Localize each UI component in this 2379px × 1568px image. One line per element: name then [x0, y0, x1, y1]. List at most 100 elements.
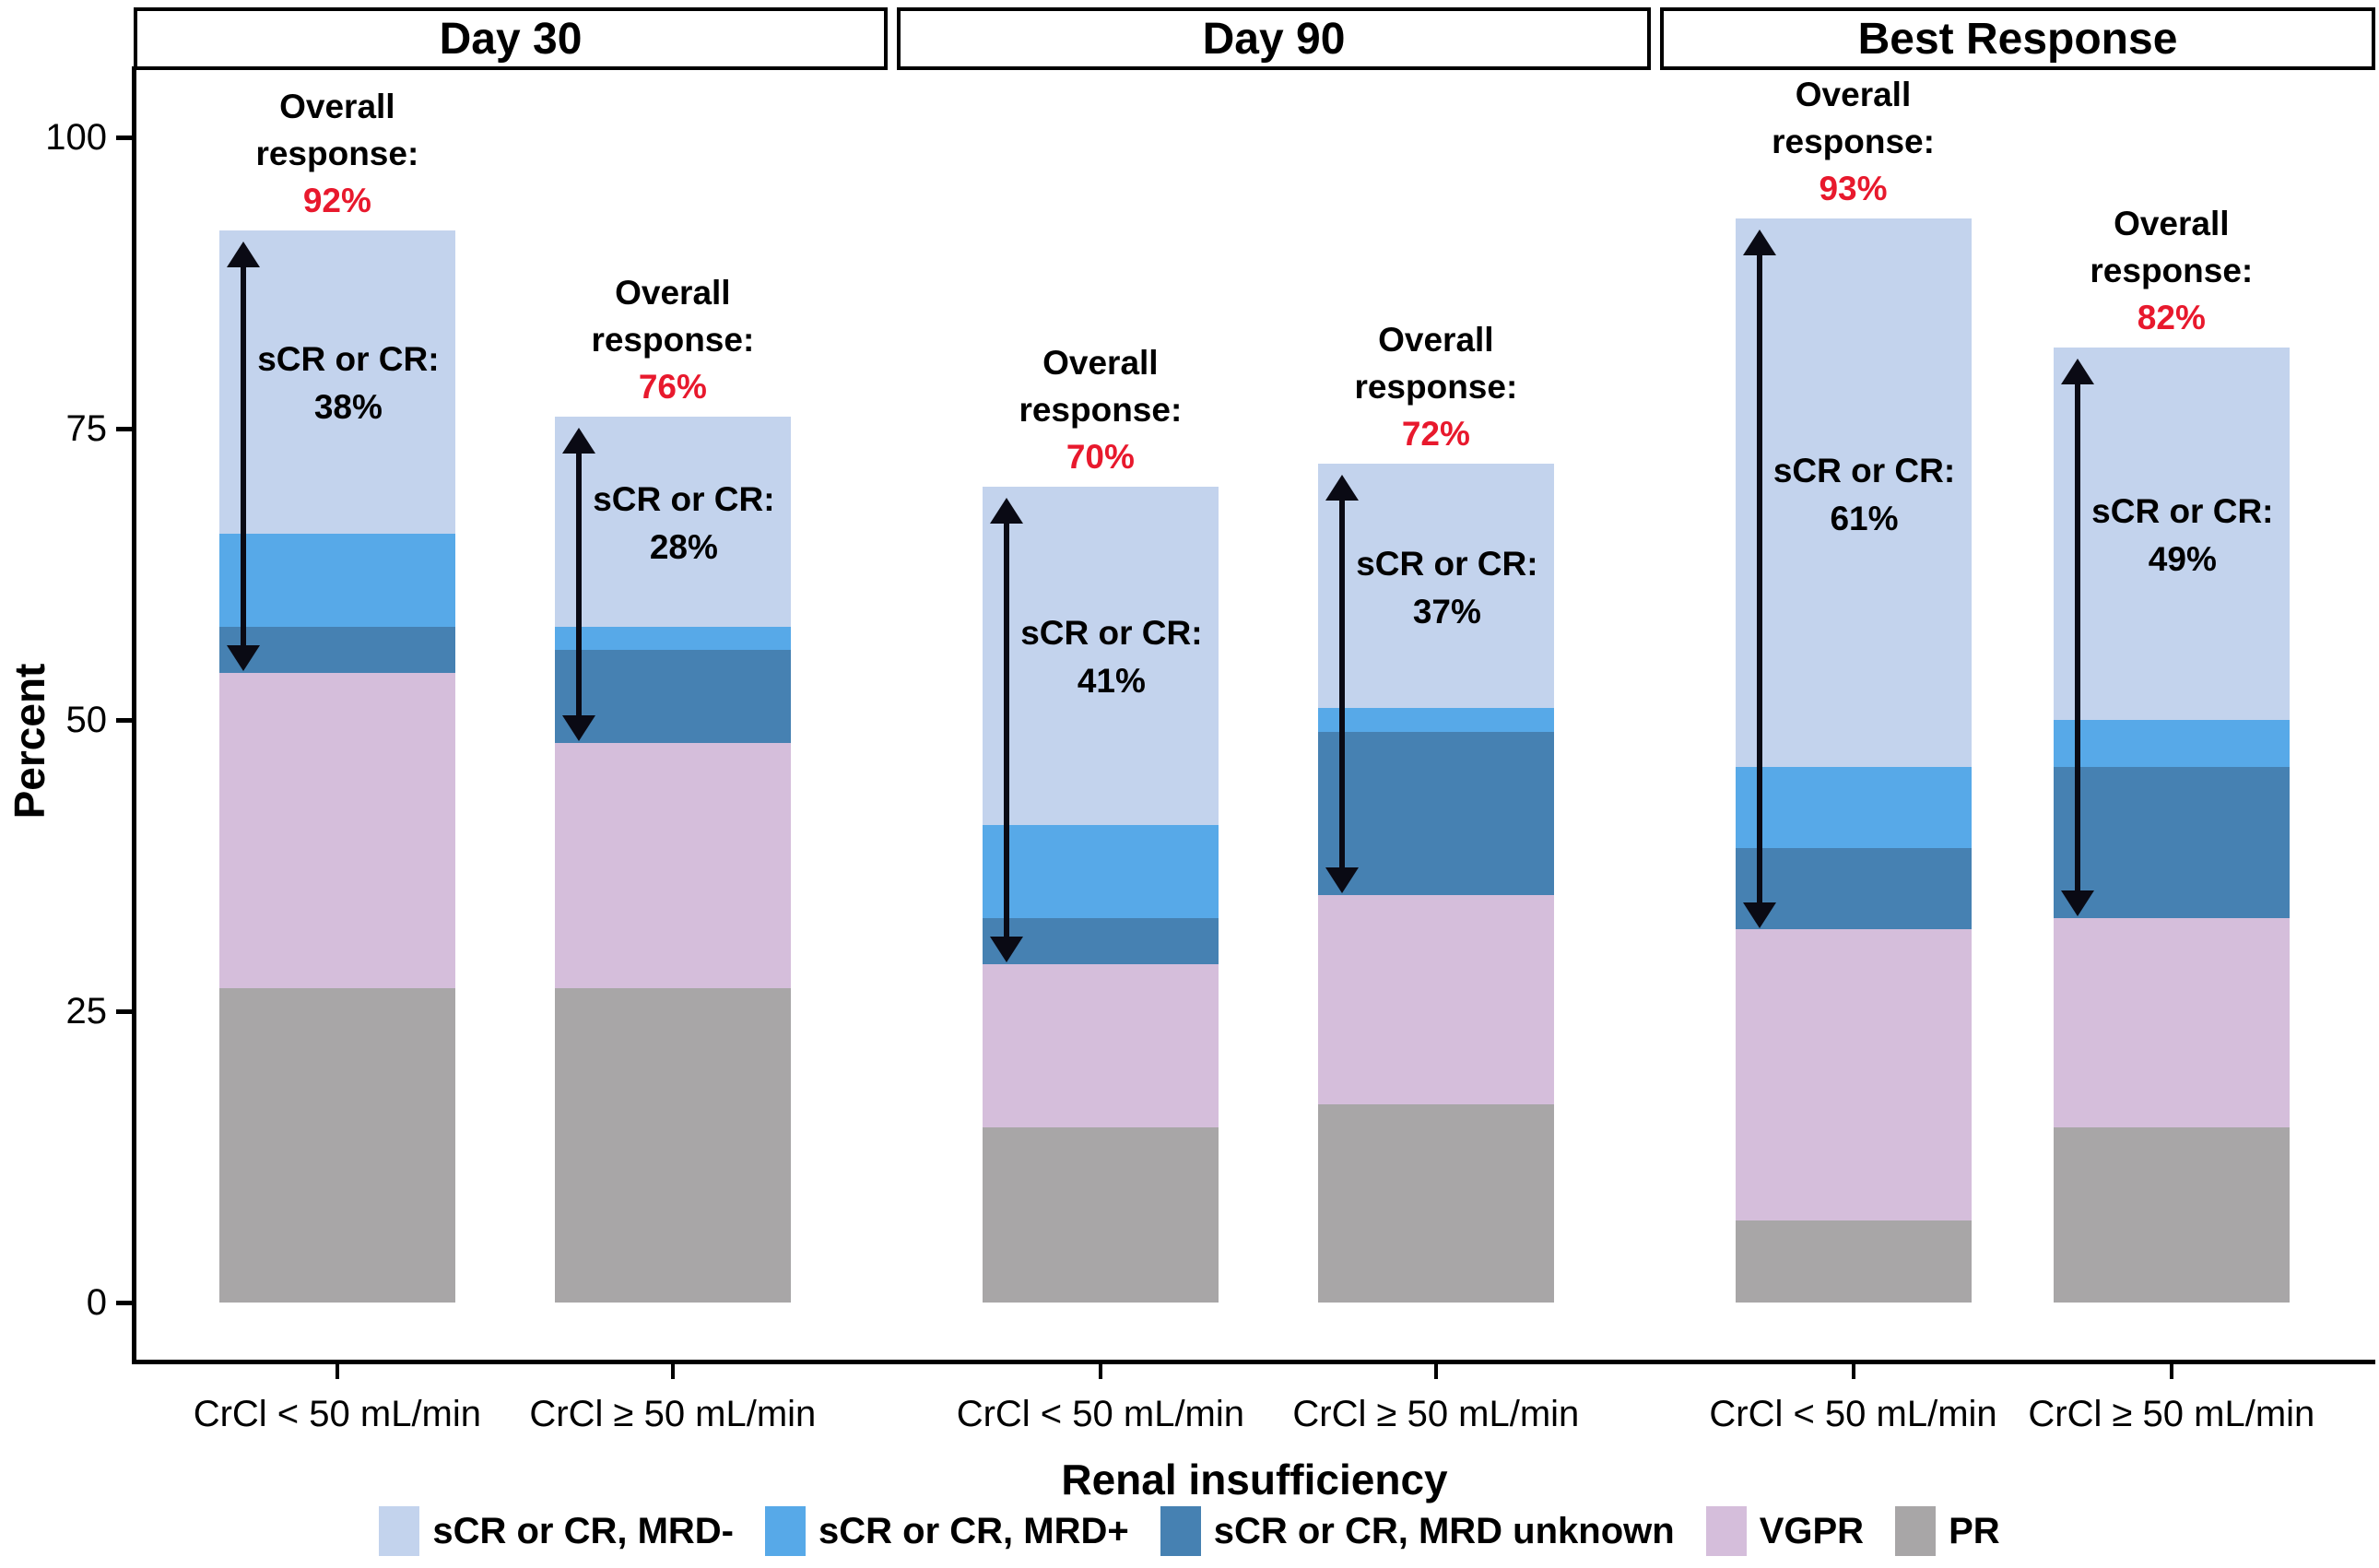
legend-label: VGPR [1759, 1510, 1865, 1551]
arrow-line [1339, 492, 1345, 875]
arrow-head-down [562, 715, 595, 742]
bar-segment-scr-or-cr-mrd- [219, 230, 455, 534]
y-tick-label: 100 [45, 117, 107, 158]
bar-segment-scr-or-cr-mrd- [2054, 719, 2290, 767]
overall-response-value: 93% [1819, 170, 1888, 208]
y-tick-mark [116, 718, 132, 723]
x-category-label: CrCl ≥ 50 mL/min [1292, 1394, 1580, 1434]
arrow-line [2075, 376, 2080, 898]
bar-segment-scr-or-cr-mrd- [219, 533, 455, 627]
arrow-head-up [1325, 474, 1359, 501]
scr-range-arrow [1325, 474, 1359, 893]
scr-cr-label: sCR or CR: [1772, 451, 1956, 489]
bar-segment-pr [1318, 1104, 1554, 1303]
legend-swatch-pr [1895, 1506, 1937, 1556]
bar-segment-pr [2054, 1127, 2290, 1303]
y-tick-label: 25 [65, 991, 108, 1032]
arrow-line [1004, 516, 1009, 945]
legend-label: sCR or CR, MRD unknown [1213, 1510, 1675, 1551]
scr-cr-label: sCR or CR: [257, 340, 440, 379]
stacked-bar [1736, 218, 1972, 1303]
legend-swatch-vgpr [1705, 1506, 1747, 1556]
scr-cr-label: sCR or CR: [593, 480, 775, 519]
overall-response-label: Overall response: [1019, 344, 1183, 430]
bar-segment-scr-or-cr-mrd- [1318, 463, 1554, 709]
stacked-bar [555, 417, 791, 1303]
legend-label: sCR or CR, MRD- [432, 1510, 735, 1551]
y-axis-line [132, 66, 136, 1362]
arrow-head-up [227, 242, 260, 268]
scr-cr-value: 37% [1412, 592, 1481, 631]
scr-cr-value: 38% [313, 388, 383, 427]
bar-segment-vgpr [555, 743, 791, 988]
legend-swatch-scr-or-cr-mrd- [765, 1506, 807, 1556]
bar-segment-vgpr [1736, 929, 1972, 1221]
x-category-label: CrCl < 50 mL/min [1709, 1394, 1997, 1434]
x-tick-mark [335, 1364, 339, 1379]
bar-segment-vgpr [983, 964, 1219, 1128]
y-tick-mark [116, 1301, 132, 1305]
arrow-head-down [2061, 890, 2094, 916]
legend-swatch-scr-or-cr-mrd-unknown [1160, 1506, 1201, 1556]
overall-response-value: 92% [302, 182, 371, 220]
scr-cr-annotation: sCR or CR: 61% [1717, 447, 2012, 543]
bar-segment-pr [983, 1127, 1219, 1303]
bar-segment-pr [555, 987, 791, 1303]
bar-segment-pr [219, 987, 455, 1303]
arrow-head-down [227, 645, 260, 672]
y-tick-mark [116, 427, 132, 431]
bar-segment-pr [1736, 1220, 1972, 1303]
overall-response-annotation: Overall response: 70% [981, 339, 1220, 480]
y-tick-mark [116, 136, 132, 140]
scr-range-arrow [227, 242, 260, 672]
overall-response-annotation: Overall response: 92% [218, 83, 457, 224]
overall-response-annotation: Overall response: 82% [2052, 200, 2291, 341]
y-tick-label: 50 [65, 700, 108, 740]
arrow-head-up [1743, 230, 1776, 256]
arrow-head-up [562, 428, 595, 454]
legend-item: PR [1895, 1506, 2000, 1556]
overall-response-label: Overall response: [591, 274, 755, 360]
overall-response-annotation: Overall response: 76% [553, 269, 793, 410]
scr-cr-label: sCR or CR: [1356, 544, 1538, 583]
scr-cr-annotation: sCR or CR: 41% [964, 609, 1259, 705]
stacked-bar [983, 487, 1219, 1303]
bar-segment-scr-or-cr-mrd- [555, 626, 791, 651]
overall-response-label: Overall response: [255, 88, 419, 173]
scr-cr-value: 28% [649, 528, 718, 567]
arrow-line [241, 260, 246, 654]
arrow-line [1757, 248, 1762, 910]
bar-segment-scr-or-cr-mrd- [1736, 766, 1972, 849]
scr-cr-annotation: sCR or CR: 38% [201, 336, 496, 431]
y-tick-mark [116, 1009, 132, 1014]
overall-response-value: 76% [638, 368, 707, 407]
scr-cr-value: 49% [2148, 539, 2217, 578]
overall-response-annotation: Overall response: 93% [1734, 71, 1973, 212]
x-category-label: CrCl < 50 mL/min [193, 1394, 482, 1434]
overall-response-label: Overall response: [1354, 320, 1518, 406]
scr-cr-label: sCR or CR: [2091, 491, 2274, 530]
stacked-bar [1318, 463, 1554, 1303]
x-tick-mark [1433, 1364, 1438, 1379]
overall-response-value: 82% [2137, 298, 2206, 336]
x-axis-title: Renal insufficiency [1061, 1456, 1448, 1503]
overall-response-annotation: Overall response: 72% [1316, 316, 1556, 457]
scr-cr-value: 41% [1077, 662, 1146, 701]
legend-item: sCR or CR, MRD- [379, 1506, 734, 1556]
arrow-head-up [2061, 358, 2094, 384]
panel-header: Best Response [1660, 7, 2375, 70]
overall-response-label: Overall response: [2090, 204, 2254, 289]
arrow-line [576, 446, 582, 724]
bar-segment-vgpr [1318, 894, 1554, 1105]
legend-label: PR [1949, 1510, 2000, 1551]
x-tick-mark [1851, 1364, 1855, 1379]
arrow-head-up [990, 498, 1023, 525]
x-category-label: CrCl ≥ 50 mL/min [2028, 1394, 2315, 1434]
bar-segment-scr-or-cr-mrd- [983, 824, 1219, 918]
x-tick-mark [2169, 1364, 2173, 1379]
overall-response-value: 70% [1066, 438, 1135, 477]
overall-response-value: 72% [1401, 414, 1470, 453]
legend-item: VGPR [1705, 1506, 1865, 1556]
scr-cr-annotation: sCR or CR: 28% [536, 476, 831, 572]
x-axis-line [132, 1360, 2375, 1364]
